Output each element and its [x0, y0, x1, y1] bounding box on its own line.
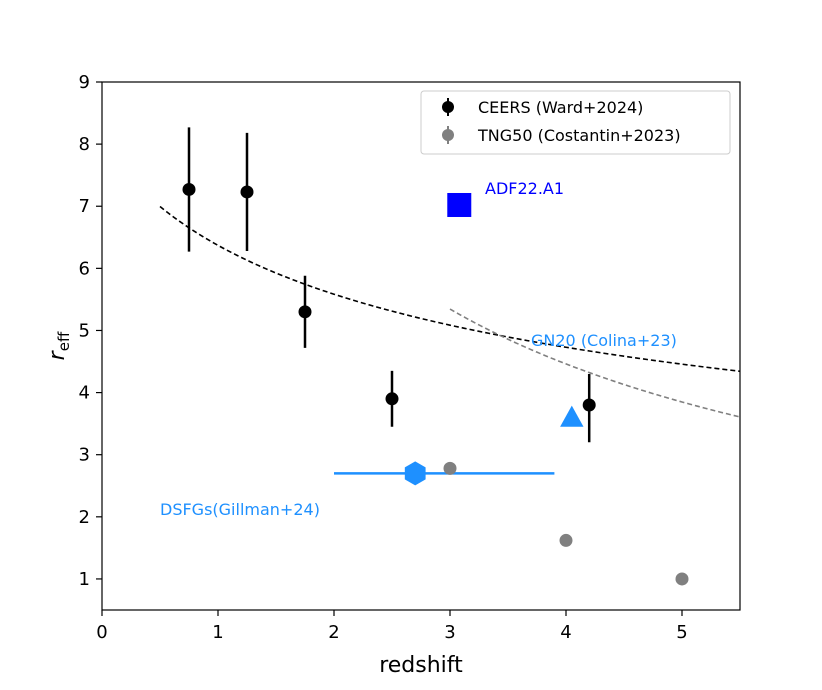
marker-hexagon-2 — [404, 461, 426, 486]
annotation-dsfgs: DSFGs(Gillman+24) — [160, 500, 320, 519]
point-s0-p2 — [298, 305, 312, 319]
y-axis-title-main: r — [45, 349, 70, 360]
point-s1-p0 — [443, 461, 457, 475]
legend-tng50-label: TNG50 (Costantin+2023) — [477, 126, 681, 145]
legend-frame — [420, 90, 731, 155]
marker-triangle-1 — [560, 405, 584, 427]
fit-curves — [159, 205, 740, 418]
x-tick-label-1: 1 — [212, 622, 223, 643]
point-s0-p4 — [582, 398, 596, 412]
point-s1-p2 — [675, 572, 689, 586]
legend-ceers-marker — [442, 101, 454, 113]
x-tick-label-4: 4 — [560, 622, 571, 643]
x-tick-label-2: 2 — [328, 622, 339, 643]
annotation-gn20: GN20 (Colina+23) — [531, 331, 677, 350]
fit-curve-1 — [449, 308, 740, 418]
y-tick-label-7: 8 — [79, 134, 90, 155]
x-tick-label-5: 5 — [676, 622, 687, 643]
x-tick-label-3: 3 — [444, 622, 455, 643]
data-points — [182, 182, 689, 586]
point-s0-p0 — [182, 182, 196, 196]
legend: CEERS (Ward+2024) TNG50 (Costantin+2023) — [420, 90, 731, 155]
y-axis-title-sub: eff — [55, 331, 73, 351]
y-tick-label-2: 3 — [79, 445, 90, 466]
marker-square-0 — [447, 192, 472, 217]
y-axis-ticks: 1 2 3 4 5 6 7 8 9 — [79, 72, 102, 590]
error-bars — [187, 127, 591, 475]
point-s1-p1 — [559, 533, 573, 547]
y-tick-label-6: 7 — [79, 196, 90, 217]
x-axis-ticks: 0 1 2 3 4 5 — [96, 610, 688, 643]
point-s0-p3 — [385, 392, 399, 406]
point-s0-p1 — [240, 185, 254, 199]
y-tick-label-8: 9 — [79, 72, 90, 93]
annotation-adf22: ADF22.A1 — [485, 179, 564, 198]
plot-frame — [101, 81, 741, 611]
y-tick-label-0: 1 — [79, 569, 90, 590]
y-tick-label-5: 6 — [79, 258, 90, 279]
y-tick-label-3: 4 — [79, 383, 90, 404]
y-tick-label-4: 5 — [79, 320, 90, 341]
annotations: ADF22.A1 GN20 (Colina+23) DSFGs(Gillman+… — [160, 179, 677, 519]
y-axis-title: reff — [45, 331, 73, 360]
y-tick-label-1: 2 — [79, 507, 90, 528]
x-axis-title: redshift — [379, 653, 463, 678]
fit-curve-0 — [159, 205, 740, 373]
legend-tng50-marker — [442, 129, 454, 141]
legend-ceers-label: CEERS (Ward+2024) — [478, 98, 643, 117]
x-tick-label-0: 0 — [96, 622, 107, 643]
